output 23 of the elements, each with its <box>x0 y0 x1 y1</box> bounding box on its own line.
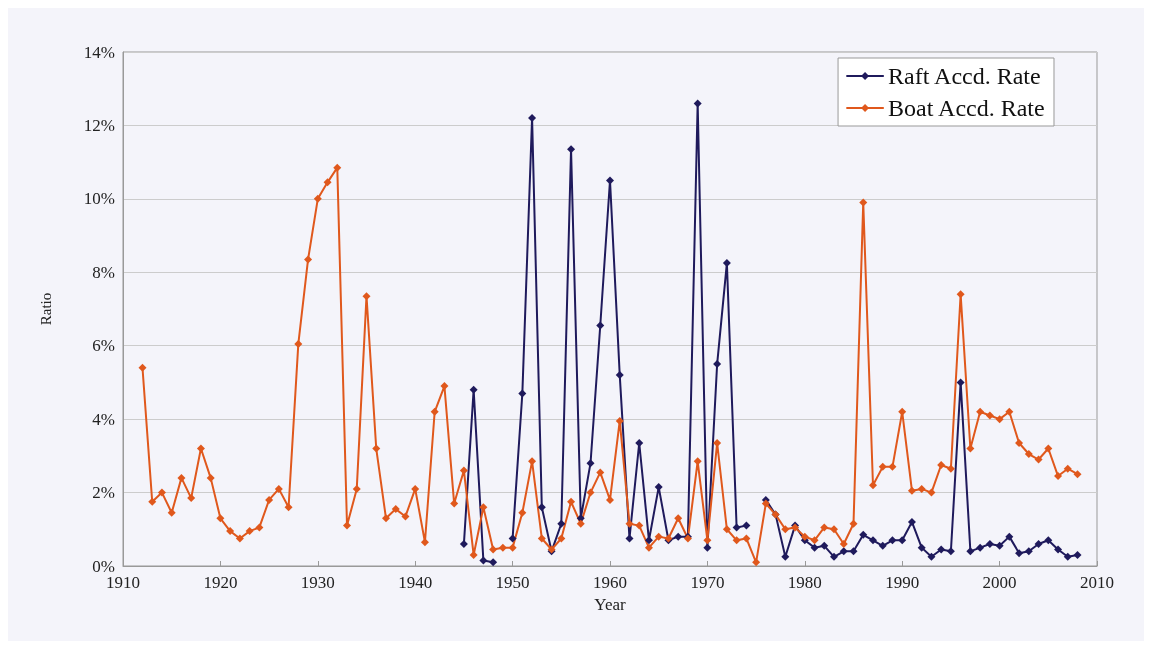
x-tick-label: 2010 <box>1080 573 1114 592</box>
x-tick-label: 1960 <box>593 573 627 592</box>
y-tick-label: 2% <box>92 483 115 503</box>
legend-label: Raft Accd. Rate <box>888 63 1041 89</box>
y-tick-label: 6% <box>92 336 115 356</box>
y-tick-label: 12% <box>83 115 115 135</box>
x-tick-label: 1910 <box>106 573 140 592</box>
y-tick-label: 14% <box>83 42 115 62</box>
y-axis-title: Ratio <box>37 292 54 326</box>
x-tick-label: 1930 <box>300 573 335 592</box>
x-tick-label: 1950 <box>495 573 530 592</box>
x-tick-label: 1920 <box>203 573 238 592</box>
y-tick-label: 4% <box>92 409 115 429</box>
x-tick-label: 1970 <box>690 573 725 592</box>
x-tick-label: 1980 <box>787 573 822 592</box>
y-tick-label: 0% <box>92 556 115 576</box>
x-tick-label: 1940 <box>398 573 433 592</box>
x-tick-label: 1990 <box>885 573 920 592</box>
x-tick-label: 2000 <box>982 573 1017 592</box>
y-tick-label: 8% <box>92 262 115 282</box>
y-tick-label: 10% <box>83 189 115 209</box>
legend-label: Boat Accd. Rate <box>888 95 1045 121</box>
x-axis-title: Year <box>594 595 626 614</box>
